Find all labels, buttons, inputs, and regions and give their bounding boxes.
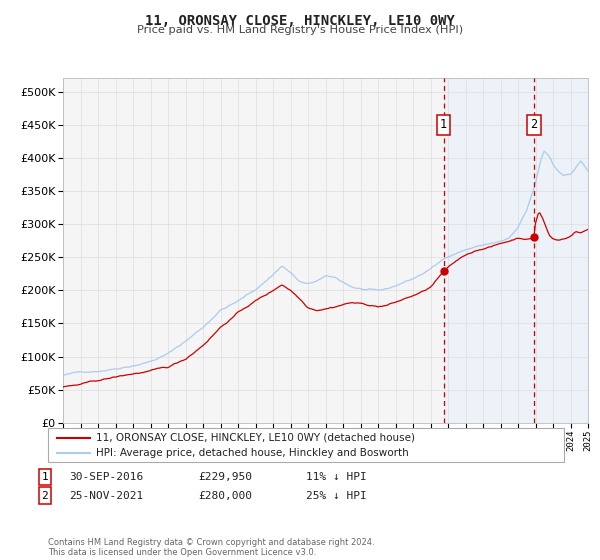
Text: 2: 2 [41, 491, 49, 501]
Text: 25% ↓ HPI: 25% ↓ HPI [306, 491, 367, 501]
Text: 1: 1 [440, 118, 447, 131]
Text: 30-SEP-2016: 30-SEP-2016 [69, 472, 143, 482]
Text: £229,950: £229,950 [198, 472, 252, 482]
Text: Contains HM Land Registry data © Crown copyright and database right 2024.
This d: Contains HM Land Registry data © Crown c… [48, 538, 374, 557]
Text: HPI: Average price, detached house, Hinckley and Bosworth: HPI: Average price, detached house, Hinc… [96, 447, 409, 458]
Text: 11% ↓ HPI: 11% ↓ HPI [306, 472, 367, 482]
Text: 2: 2 [530, 118, 538, 131]
Bar [443, 78, 588, 423]
Text: 11, ORONSAY CLOSE, HINCKLEY, LE10 0WY: 11, ORONSAY CLOSE, HINCKLEY, LE10 0WY [145, 14, 455, 28]
Text: £280,000: £280,000 [198, 491, 252, 501]
Text: 11, ORONSAY CLOSE, HINCKLEY, LE10 0WY (detached house): 11, ORONSAY CLOSE, HINCKLEY, LE10 0WY (d… [96, 433, 415, 443]
Text: 1: 1 [41, 472, 49, 482]
Text: Price paid vs. HM Land Registry's House Price Index (HPI): Price paid vs. HM Land Registry's House … [137, 25, 463, 35]
Text: 25-NOV-2021: 25-NOV-2021 [69, 491, 143, 501]
